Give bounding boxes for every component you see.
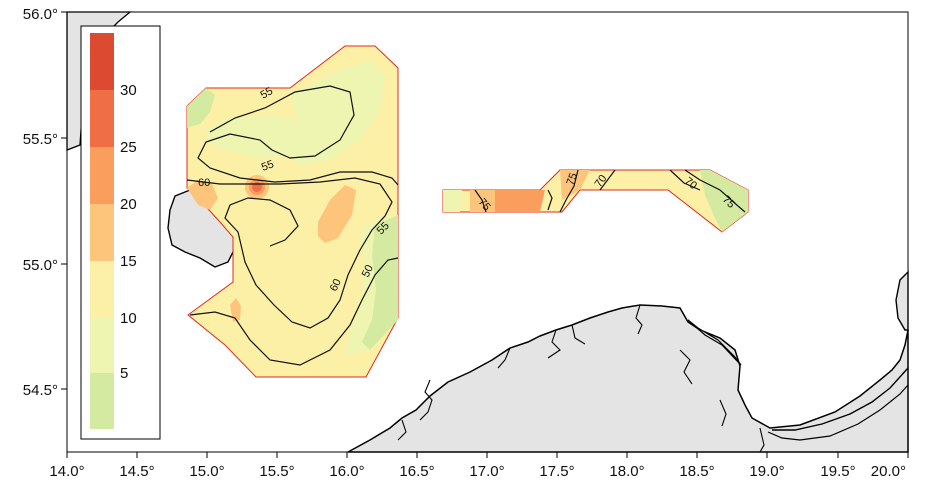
- y-tick-label: 54.5°: [23, 382, 58, 399]
- x-tick-label: 16.5°: [399, 463, 434, 480]
- x-tick-label: 19.0°: [749, 463, 784, 480]
- land-poland: [347, 304, 909, 453]
- land-hel-peninsula: [687, 319, 742, 366]
- x-tick-label: 17.5°: [539, 463, 574, 480]
- y-tick-label: 56.0°: [23, 6, 58, 23]
- y-tick-label: 55.5°: [23, 131, 58, 148]
- legend-label: 10: [120, 310, 137, 327]
- contours-east: [474, 169, 746, 213]
- legend-swatch: [90, 261, 114, 318]
- contour-label: 55: [259, 85, 276, 102]
- contours-west: [186, 85, 399, 366]
- contour-label: 55: [260, 158, 276, 173]
- legend: 30 25 20 15 10 5: [80, 25, 161, 440]
- x-tick-label: 15.0°: [189, 463, 224, 480]
- y-tick-label: 55.0°: [23, 257, 58, 274]
- contour-label: 70: [593, 173, 610, 190]
- vistula-spit: [772, 367, 909, 431]
- legend-label: 25: [120, 139, 137, 156]
- x-axis: [66, 452, 909, 458]
- survey-area-west: [186, 45, 399, 378]
- x-tick-label: 14.5°: [119, 463, 154, 480]
- legend-swatch: [90, 90, 114, 147]
- legend-swatch: [90, 147, 114, 204]
- x-tick-label: 18.0°: [609, 463, 644, 480]
- contour-label: 75: [565, 171, 580, 187]
- coastline-inner: [767, 384, 909, 441]
- x-tick-label: 20.0°: [871, 463, 906, 480]
- legend-swatch: [90, 33, 114, 90]
- contour-labels: 55 55 60 60 55 50 75 75 70 70 75: [198, 85, 737, 293]
- legend-label: 15: [120, 253, 137, 270]
- x-tick-label: 19.5°: [820, 463, 855, 480]
- contour-label: 50: [360, 263, 376, 279]
- legend-label: 30: [120, 82, 137, 99]
- x-tick-label: 18.5°: [679, 463, 714, 480]
- x-tick-label: 17.0°: [469, 463, 504, 480]
- legend-swatch: [90, 318, 114, 373]
- x-tick-label: 14.0°: [49, 463, 84, 480]
- rivers: [397, 304, 765, 453]
- contour-label: 60: [198, 177, 210, 189]
- y-axis: [61, 11, 67, 390]
- legend-label: 20: [120, 196, 137, 213]
- legend-label: 5: [120, 365, 128, 382]
- legend-swatch: [90, 204, 114, 261]
- contour-label: 60: [328, 277, 344, 293]
- legend-swatch: [90, 373, 114, 429]
- x-tick-label: 16.0°: [329, 463, 364, 480]
- x-tick-label: 15.5°: [259, 463, 294, 480]
